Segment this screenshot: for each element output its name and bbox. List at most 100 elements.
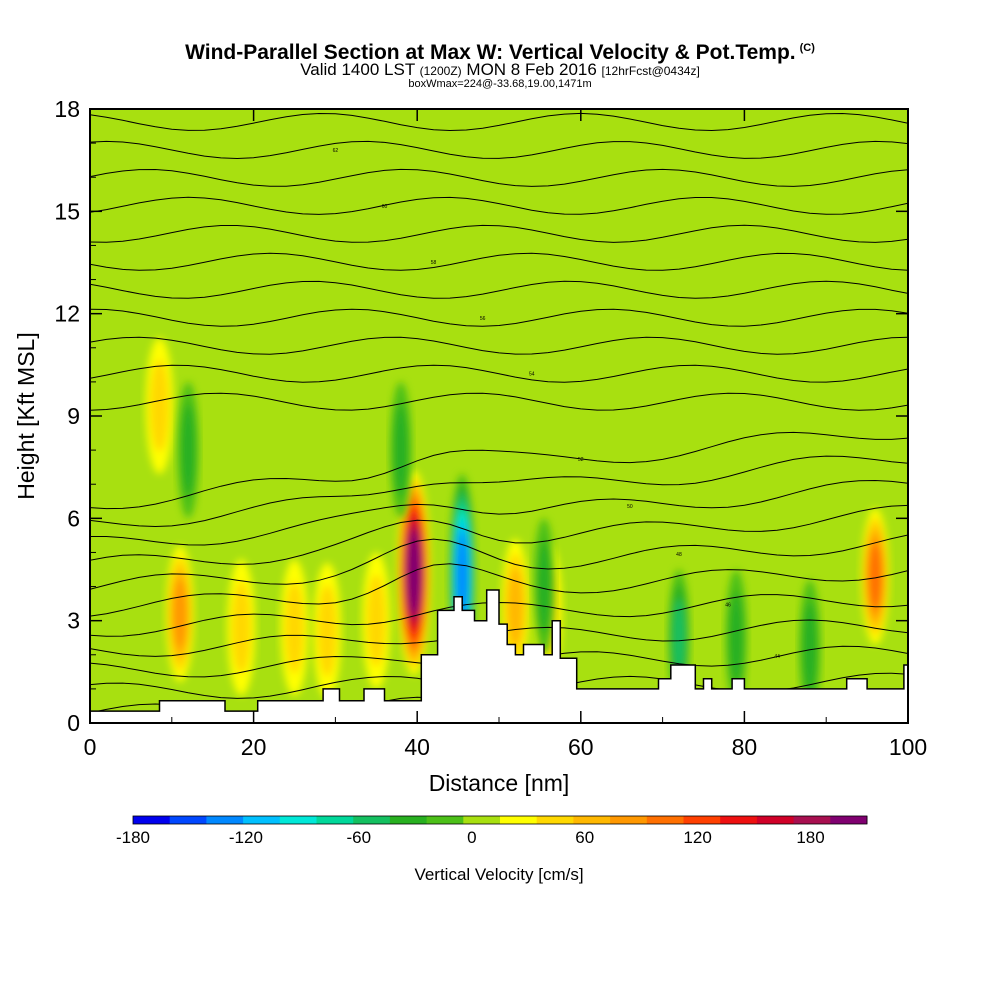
colorbar-tick-label: -60: [347, 828, 372, 847]
velocity-level: [180, 404, 196, 497]
velocity-cell: [145, 337, 174, 474]
subtitle-date: MON 8 Feb 2016: [466, 60, 597, 79]
velocity-cell: [177, 381, 199, 519]
x-tick-label: 40: [404, 734, 430, 760]
velocity-level: [231, 581, 251, 674]
contour-label: 56: [480, 316, 486, 322]
theta-contour: [90, 534, 908, 590]
contour-label: 60: [382, 204, 388, 210]
velocity-level: [672, 599, 685, 677]
y-tick-label: 3: [67, 608, 80, 634]
theta-contour: [90, 336, 908, 355]
y-tick-label: 18: [54, 96, 80, 122]
terrain-mask: [89, 589, 909, 724]
velocity-cell: [313, 562, 342, 700]
colorbar-swatch: [316, 816, 354, 824]
velocity-level: [407, 530, 421, 616]
x-tick-label: 20: [241, 734, 267, 760]
theta-contour: [90, 455, 908, 528]
velocity-level: [802, 601, 818, 694]
theta-contour: [90, 479, 908, 546]
colorbar-tick-label: -120: [229, 828, 263, 847]
colorbar-swatch: [610, 816, 648, 824]
y-tick-label: 9: [67, 403, 80, 429]
colorbar-tick-label: -180: [116, 828, 150, 847]
y-tick-label: 0: [67, 710, 80, 736]
colorbar: -180 -120 -60 0 60 120 180 Vertical Velocity [c…: [116, 815, 868, 884]
velocity-cell: [390, 381, 412, 519]
contour-label: 54: [529, 372, 535, 378]
velocity-level: [366, 574, 386, 667]
subtitle-zulu: (1200Z): [419, 64, 462, 78]
contour-label: 44: [774, 654, 780, 660]
colorbar-tick-label: 120: [683, 828, 711, 847]
colorbar-swatch: [426, 816, 464, 824]
title-text: Wind-Parallel Section at Max W: Vertical…: [185, 41, 796, 64]
contour-label: 46: [725, 602, 731, 608]
y-tick-label: 15: [54, 198, 80, 224]
colorbar-swatch: [169, 816, 207, 824]
theta-contour: [90, 140, 908, 160]
chart-title: Wind-Parallel Section at Max W: Vertical…: [0, 36, 1000, 65]
colorbar-tick-label: 180: [796, 828, 824, 847]
chart-subline: boxWmax=224@-33.68,19.00,1471m: [408, 78, 592, 90]
x-tick-label: 0: [84, 734, 97, 760]
theta-contour: [90, 392, 908, 411]
contour-label: 50: [627, 504, 633, 510]
velocity-level: [150, 359, 169, 452]
velocity-cell: [362, 552, 391, 689]
velocity-level: [536, 540, 552, 633]
y-tick-label: 12: [54, 301, 80, 327]
colorbar-swatch: [756, 816, 795, 824]
velocity-level: [507, 568, 524, 646]
colorbar-swatch: [133, 816, 171, 824]
subtitle-forecast: [12hrFcst@0434z]: [601, 64, 700, 78]
contour-label: 52: [578, 457, 584, 463]
velocity-level: [868, 543, 882, 610]
colorbar-swatch: [646, 816, 684, 824]
colorbar-tick-label: 0: [467, 828, 476, 847]
colorbar-swatch: [793, 816, 831, 824]
velocity-cell: [166, 545, 194, 683]
copyright-mark: (C): [799, 42, 815, 54]
velocity-cell: [799, 579, 821, 717]
x-tick-label: 60: [568, 734, 594, 760]
colorbar-swatch: [353, 816, 391, 824]
theta-contour: [90, 196, 908, 215]
subtitle-valid: Valid 1400 LST: [300, 60, 415, 79]
colorbar-swatch: [536, 816, 574, 824]
x-axis-label: Distance [nm]: [429, 770, 570, 796]
velocity-level: [393, 404, 409, 497]
colorbar-tick-label: 60: [575, 828, 594, 847]
axes: 0 20 40 60 80 100 0 3 6 9 12 15 18 Distance [nm] Heigh…: [13, 96, 927, 796]
theta-contour: [90, 224, 908, 243]
y-axis-label: Height [Kft MSL]: [13, 332, 39, 499]
velocity-cell: [501, 538, 530, 676]
colorbar-swatch: [206, 816, 244, 824]
velocity-level: [172, 578, 188, 649]
contour-label: 58: [431, 260, 437, 266]
contour-label: 62: [333, 148, 339, 154]
velocity-cell: [533, 518, 555, 655]
theta-contour: [90, 252, 908, 271]
theta-contour: [90, 308, 908, 327]
colorbar-swatch: [389, 816, 428, 824]
colorbar-frame: [132, 815, 868, 825]
velocity-cell: [861, 508, 890, 645]
theta-contour: [90, 431, 908, 510]
colorbar-swatch: [243, 816, 281, 824]
colorbar-swatch: [720, 816, 758, 824]
theta-contour: [90, 112, 908, 132]
y-tick-label: 6: [67, 505, 80, 531]
colorbar-label: Vertical Velocity [cm/s]: [414, 865, 583, 884]
velocity-cell: [227, 559, 256, 696]
colorbar-swatch: [279, 816, 317, 824]
theta-contour: [90, 168, 908, 187]
colorbar-swatch: [463, 816, 501, 824]
velocity-level: [285, 581, 304, 674]
x-tick-label: 80: [732, 734, 758, 760]
x-tick-label: 100: [889, 734, 927, 760]
velocity-level: [317, 584, 337, 677]
velocity-cell: [725, 569, 747, 706]
